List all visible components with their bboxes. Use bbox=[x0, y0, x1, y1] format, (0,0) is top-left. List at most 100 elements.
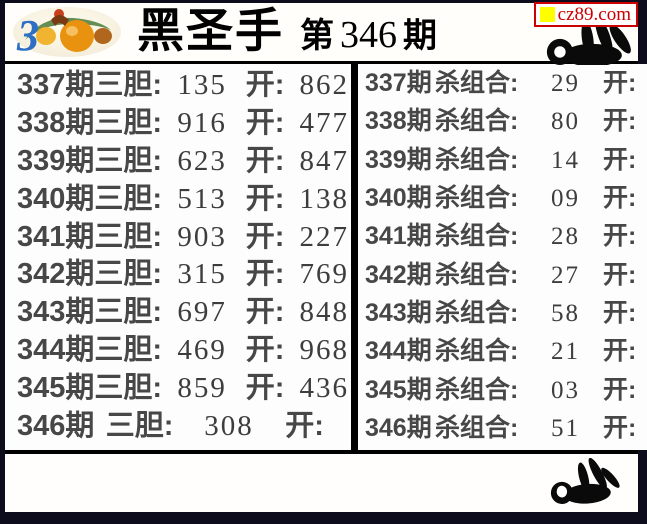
draw-label: 开: bbox=[245, 69, 285, 101]
prediction-value: 03 bbox=[551, 376, 580, 404]
footer bbox=[5, 454, 638, 512]
draw-result: 968 bbox=[299, 334, 349, 367]
table-row: 340期 杀组合: 09 开: 138 bbox=[365, 183, 647, 212]
prediction-label: 三胆: bbox=[94, 106, 163, 139]
table-row: 337期 三胆: 135 开: 862 bbox=[17, 71, 349, 100]
draw-label: 开: bbox=[603, 222, 637, 251]
period-cell: 343期 bbox=[17, 296, 95, 329]
draw-label: 开: bbox=[245, 372, 285, 404]
panel-divider bbox=[351, 64, 358, 450]
prediction-value: 697 bbox=[177, 296, 227, 329]
prediction-label: 杀组合: bbox=[435, 298, 519, 327]
draw-result: 862 bbox=[299, 69, 349, 101]
period-cell: 342期 bbox=[17, 258, 95, 291]
table-row: 339期 三胆: 623 开: 847 bbox=[17, 144, 349, 177]
period-cell: 346期 bbox=[17, 409, 95, 442]
prediction-label: 杀组合: bbox=[435, 222, 519, 251]
prediction-value: 315 bbox=[177, 258, 227, 291]
site-link-badge[interactable]: cz89.com bbox=[533, 2, 638, 27]
prediction-value: 29 bbox=[551, 70, 580, 97]
prediction-value: 135 bbox=[177, 69, 227, 101]
period-cell: 346期 bbox=[365, 413, 432, 442]
draw-label: 开: bbox=[285, 409, 324, 442]
period-cell: 340期 bbox=[17, 182, 95, 215]
prediction-label: 杀组合: bbox=[435, 337, 519, 366]
yellow-square-icon bbox=[539, 7, 555, 22]
prediction-label: 杀组合: bbox=[435, 107, 519, 136]
issue-suffix: 期 bbox=[403, 17, 437, 55]
draw-label: 开: bbox=[245, 334, 285, 367]
prediction-value: 51 bbox=[551, 414, 580, 442]
prediction-value: 09 bbox=[551, 184, 580, 212]
issue-text: 第 346 期 bbox=[300, 16, 437, 54]
prediction-label: 杀组合: bbox=[435, 260, 519, 289]
prediction-value: 308 bbox=[204, 409, 254, 442]
draw-result: 847 bbox=[299, 144, 349, 177]
prediction-value: 903 bbox=[177, 220, 227, 253]
period-cell: 344期 bbox=[365, 337, 432, 366]
table-row: 339期 杀组合: 14 开: 847 bbox=[365, 145, 647, 174]
draw-label: 开: bbox=[245, 220, 285, 253]
site-url: cz89.com bbox=[557, 4, 631, 25]
period-cell: 338期 bbox=[365, 107, 432, 136]
draw-label: 开: bbox=[603, 298, 637, 327]
prediction-label: 三胆: bbox=[105, 409, 174, 442]
issue-number: 346 bbox=[340, 13, 397, 56]
draw-label: 开: bbox=[245, 296, 285, 329]
draw-result: 477 bbox=[299, 106, 349, 139]
draw-result: 138 bbox=[299, 182, 349, 215]
period-cell: 344期 bbox=[17, 334, 95, 367]
prediction-label: 杀组合: bbox=[435, 69, 519, 97]
table-row: 345期 三胆: 859 开: 436 bbox=[17, 374, 349, 403]
three-dan-panel: 337期 三胆: 135 开: 862 338期 三胆: 916 开: 477 … bbox=[5, 64, 351, 450]
prediction-label: 三胆: bbox=[94, 144, 163, 177]
table-row: 344期 杀组合: 21 开: 968 bbox=[365, 337, 647, 366]
period-cell: 341期 bbox=[17, 220, 95, 253]
draw-label: 开: bbox=[603, 337, 637, 366]
draw-label: 开: bbox=[603, 69, 637, 97]
table-row: 346期 杀组合: 51 开: bbox=[365, 413, 647, 442]
draw-label: 开: bbox=[245, 144, 285, 177]
prediction-value: 916 bbox=[177, 106, 227, 139]
draw-label: 开: bbox=[603, 107, 637, 136]
prediction-label: 杀组合: bbox=[435, 413, 519, 442]
table-row: 340期 三胆: 513 开: 138 bbox=[17, 182, 349, 215]
prediction-value: 469 bbox=[177, 334, 227, 367]
3d-lottery-logo-icon: 3 bbox=[13, 7, 121, 58]
table-row: 338期 杀组合: 80 开: 477 bbox=[365, 107, 647, 136]
draw-label: 开: bbox=[603, 413, 637, 442]
draw-label: 开: bbox=[603, 183, 637, 212]
period-cell: 338期 bbox=[17, 106, 95, 139]
header: 3 黑圣手 第 346 期 cz89.com bbox=[5, 2, 638, 65]
draw-result: 848 bbox=[299, 296, 349, 329]
draw-label: 开: bbox=[245, 182, 285, 215]
table-row: 343期 杀组合: 58 开: 848 bbox=[365, 298, 647, 327]
prediction-value: 58 bbox=[551, 299, 580, 327]
prediction-value: 28 bbox=[551, 223, 580, 251]
prediction-label: 三胆: bbox=[94, 69, 163, 101]
prediction-label: 三胆: bbox=[94, 258, 163, 291]
table-row: 344期 三胆: 469 开: 968 bbox=[17, 336, 349, 365]
draw-label: 开: bbox=[245, 258, 285, 291]
prediction-label: 三胆: bbox=[94, 372, 163, 404]
period-cell: 337期 bbox=[365, 69, 432, 97]
prediction-label: 杀组合: bbox=[435, 145, 519, 174]
title-text: 黑圣手 bbox=[137, 5, 284, 58]
prediction-value: 21 bbox=[551, 338, 580, 366]
period-cell: 339期 bbox=[17, 144, 95, 177]
period-cell: 345期 bbox=[365, 375, 432, 404]
prediction-label: 三胆: bbox=[94, 296, 163, 329]
table-row: 337期 杀组合: 29 开: 862 bbox=[365, 69, 647, 97]
table-row: 345期 杀组合: 03 开: 436 bbox=[365, 375, 647, 404]
draw-result: 769 bbox=[299, 258, 349, 291]
table-row: 338期 三胆: 916 开: 477 bbox=[17, 106, 349, 139]
page-title: 黑圣手 第 346 期 bbox=[137, 5, 437, 58]
prediction-label: 三胆: bbox=[94, 220, 163, 253]
period-cell: 341期 bbox=[365, 222, 432, 251]
sheet: 3 黑圣手 第 346 期 cz89.com bbox=[5, 2, 647, 512]
draw-label: 开: bbox=[603, 145, 637, 174]
period-cell: 343期 bbox=[365, 298, 432, 327]
prediction-label: 杀组合: bbox=[435, 183, 519, 212]
draw-result: 227 bbox=[299, 220, 349, 253]
